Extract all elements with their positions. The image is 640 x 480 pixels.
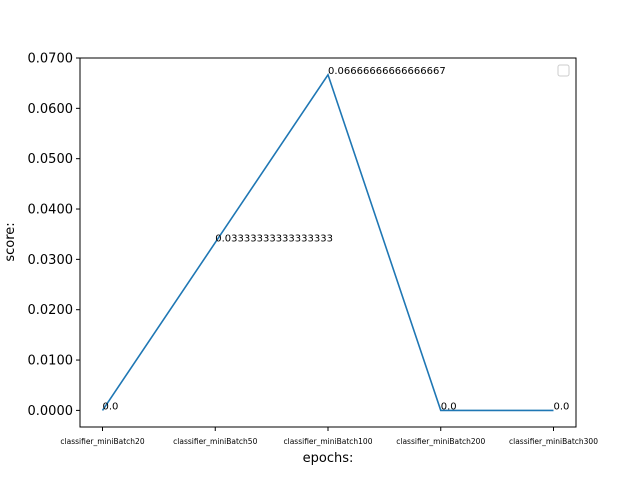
x-tick-label: classifier_miniBatch200 xyxy=(396,437,485,446)
plot-area xyxy=(79,57,577,428)
y-axis-ticks: 0.0000 0.0100 0.0200 0.0300 0.0400 0.0500 0.06… xyxy=(28,52,80,419)
y-tick-label: 0.0500 xyxy=(28,152,74,167)
x-axis-label: epochs: xyxy=(303,451,354,466)
data-labels: 0.0 0.03333333333333333 0.0666666666666666… xyxy=(103,66,570,413)
y-tick-label: 0.0100 xyxy=(28,354,74,369)
y-tick-label: 0.0000 xyxy=(28,404,74,419)
x-tick-label: classifier_miniBatch300 xyxy=(509,437,598,446)
data-label: 0.03333333333333333 xyxy=(215,234,333,245)
y-tick-label: 0.0700 xyxy=(28,52,74,67)
data-label: 0.0 xyxy=(441,401,457,412)
y-axis-label: score: xyxy=(3,222,18,261)
y-tick-label: 0.0600 xyxy=(28,102,74,117)
data-label: 0.06666666666666667 xyxy=(328,66,446,77)
legend-box xyxy=(557,64,570,77)
x-tick-label: classifier_miniBatch100 xyxy=(284,437,373,446)
y-tick-label: 0.0400 xyxy=(28,203,74,218)
y-tick-label: 0.0200 xyxy=(28,303,74,318)
x-tick-label: classifier_miniBatch20 xyxy=(60,437,144,446)
data-label: 0.0 xyxy=(554,401,570,412)
series-line xyxy=(101,72,554,412)
x-axis-ticks: classifier_miniBatch20 classifier_miniBat… xyxy=(60,427,598,446)
x-tick-label: classifier_miniBatch50 xyxy=(173,437,257,446)
y-tick-label: 0.0300 xyxy=(28,253,74,268)
data-label: 0.0 xyxy=(103,401,119,412)
